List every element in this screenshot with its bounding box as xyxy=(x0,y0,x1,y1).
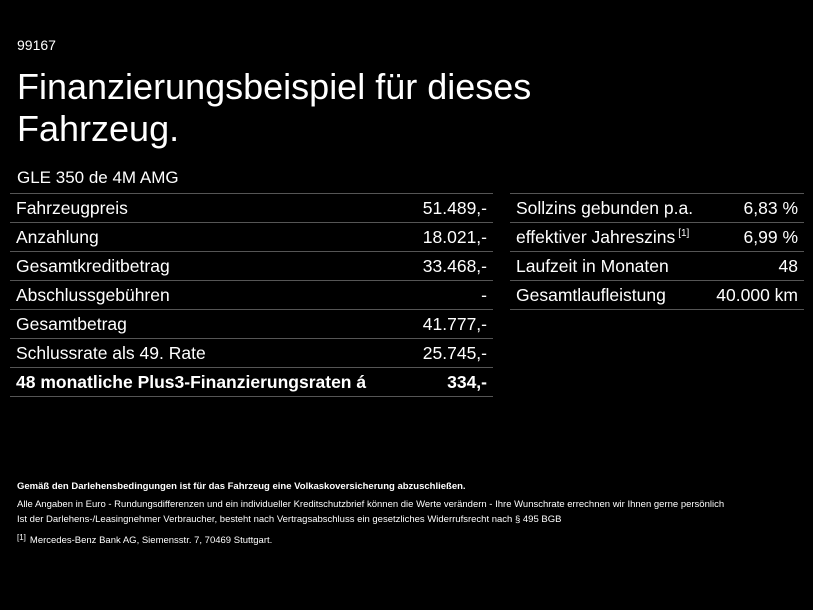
table-row: Gesamtkreditbetrag 33.468,- xyxy=(10,251,493,281)
footer-line: Ist der Darlehens-/Leasingnehmer Verbrau… xyxy=(17,514,562,525)
table-row: Gesamtbetrag 41.777,- xyxy=(10,309,493,339)
label-text: 48 monatliche Plus3-Finanzierungsraten á xyxy=(16,371,367,392)
row-label: Fahrzeugpreis xyxy=(10,193,409,223)
row-value: 33.468,- xyxy=(409,251,493,281)
row-label: Laufzeit in Monaten xyxy=(510,251,707,281)
row-label: Gesamtlaufleistung xyxy=(510,280,707,310)
row-value: 6,83 % xyxy=(706,193,804,223)
table-row: 48 monatliche Plus3-Finanzierungsraten á… xyxy=(10,367,493,397)
footnote: [1] Mercedes-Benz Bank AG, Siemensstr. 7,… xyxy=(17,533,272,546)
row-label: Schlussrate als 49. Rate xyxy=(10,338,409,368)
table-row: Fahrzeugpreis 51.489,- xyxy=(10,193,493,223)
table-row: Gesamtlaufleistung 40.000 km xyxy=(510,280,804,310)
row-label: Gesamtkreditbetrag xyxy=(10,251,409,281)
financing-table: Fahrzeugpreis 51.489,- Anzahlung 18.021,- Ge… xyxy=(10,193,493,397)
row-value: 18.021,- xyxy=(409,222,493,252)
row-value: 41.777,- xyxy=(409,309,493,339)
row-value: 334,- xyxy=(409,367,493,397)
insurance-note: Gemäß den Darlehensbedingungen ist für d… xyxy=(17,481,466,492)
label-text: effektiver Jahreszins xyxy=(516,226,676,247)
label-text: Gesamtbetrag xyxy=(16,313,127,334)
rate-table: Sollzins gebunden p.a. 6,83 % effektiver J… xyxy=(510,193,804,310)
title: Finanzierungsbeispiel für dieses Fahrzeu… xyxy=(17,66,532,149)
label-text: Abschlussgebühren xyxy=(16,284,170,305)
label-text: Anzahlung xyxy=(16,226,99,247)
row-label: Sollzins gebunden p.a. xyxy=(510,193,707,223)
row-value: 51.489,- xyxy=(409,193,493,223)
row-label: Gesamtbetrag xyxy=(10,309,409,339)
label-text: Sollzins gebunden p.a. xyxy=(516,197,694,218)
table-row: effektiver Jahreszins [1] 6,99 % xyxy=(510,222,804,252)
row-label: effektiver Jahreszins [1] xyxy=(510,222,707,252)
footer-line: Alle Angaben in Euro - Rundungsdifferenz… xyxy=(17,499,725,510)
row-label: 48 monatliche Plus3-Finanzierungsraten á xyxy=(10,367,409,397)
row-value: 6,99 % xyxy=(706,222,804,252)
row-value: 48 xyxy=(706,251,804,281)
footnote-mark: [1] xyxy=(17,533,26,542)
table-row: Abschlussgebühren - xyxy=(10,280,493,310)
row-label: Anzahlung xyxy=(10,222,409,252)
offer-id: 99167 xyxy=(17,37,56,53)
footnote-text: Mercedes-Benz Bank AG, Siemensstr. 7, 70… xyxy=(29,535,273,546)
footnote-ref: [1] xyxy=(678,227,690,239)
row-label: Abschlussgebühren xyxy=(10,280,409,310)
label-text: Laufzeit in Monaten xyxy=(516,255,669,276)
label-text: Fahrzeugpreis xyxy=(16,197,128,218)
row-value: 40.000 km xyxy=(706,280,804,310)
label-text: Schlussrate als 49. Rate xyxy=(16,342,206,363)
table-row: Laufzeit in Monaten 48 xyxy=(510,251,804,281)
label-text: Gesamtlaufleistung xyxy=(516,284,666,305)
table-row: Anzahlung 18.021,- xyxy=(10,222,493,252)
table-row: Schlussrate als 49. Rate 25.745,- xyxy=(10,338,493,368)
row-value: - xyxy=(409,280,493,310)
row-value: 25.745,- xyxy=(409,338,493,368)
table-row: Sollzins gebunden p.a. 6,83 % xyxy=(510,193,804,223)
label-text: Gesamtkreditbetrag xyxy=(16,255,170,276)
model: GLE 350 de 4M AMG xyxy=(17,168,179,187)
